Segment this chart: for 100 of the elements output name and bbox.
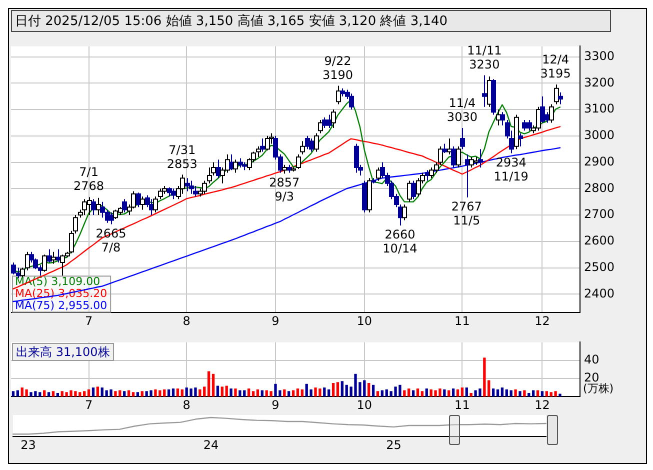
bar <box>443 389 446 397</box>
bar <box>470 392 472 397</box>
bar <box>167 389 170 397</box>
y-tick-label: 2600 <box>584 234 615 248</box>
bar <box>83 391 86 397</box>
annotation: 2767 11/5 <box>451 199 482 228</box>
bar <box>270 391 272 397</box>
bar <box>25 389 28 397</box>
bar <box>456 389 460 397</box>
y-tick-label: 3100 <box>584 102 615 116</box>
x-tick-label: 8 <box>182 398 190 412</box>
bar <box>514 389 517 397</box>
bar <box>545 391 548 397</box>
bar <box>558 394 562 397</box>
bar <box>56 392 60 397</box>
bar <box>252 391 255 397</box>
bar <box>238 390 242 397</box>
x-tick-label: 11 <box>454 398 470 412</box>
y-tick-label: 2900 <box>584 154 615 168</box>
bar <box>12 391 15 397</box>
bar <box>114 391 117 397</box>
bar <box>132 392 135 397</box>
bar <box>372 384 375 397</box>
bar <box>212 374 215 397</box>
chart-title: 出来高 31,100株 <box>12 343 114 362</box>
bar <box>523 390 526 397</box>
bar <box>296 388 300 397</box>
x-tick-label: 10 <box>356 314 372 328</box>
bar <box>256 389 260 397</box>
bar <box>420 391 424 397</box>
bar <box>323 388 326 397</box>
annotation: 7/31 2853 <box>166 142 198 171</box>
x-tick-label: 12 <box>534 314 550 328</box>
bar <box>483 358 486 397</box>
x-tick-label: 25 <box>386 438 402 452</box>
y-tick-label: 2500 <box>584 260 615 274</box>
bar <box>230 388 232 397</box>
annotation: 2660 10/14 <box>382 228 418 256</box>
series-label: MA(75) 2,955.00 <box>15 298 108 312</box>
bar <box>300 389 304 397</box>
annotation: 11/11 3230 <box>467 43 502 72</box>
y-tick-label: 2700 <box>584 207 615 222</box>
bar <box>288 391 290 397</box>
bar <box>328 389 330 397</box>
bar <box>47 392 50 397</box>
bar <box>518 391 522 397</box>
y-tick-label: 3200 <box>584 75 615 90</box>
bar <box>52 391 55 397</box>
bar <box>87 389 90 397</box>
bar <box>140 391 144 397</box>
bar <box>492 388 495 397</box>
y-tick-label: 2800 <box>584 180 615 195</box>
bar <box>505 389 508 397</box>
bar <box>425 388 428 397</box>
annotation: 7/1 2768 <box>74 165 104 194</box>
bar <box>452 388 455 397</box>
x-tick-label: 9 <box>272 398 280 412</box>
bar <box>554 391 557 397</box>
annotation: 9/22 3190 <box>322 54 354 82</box>
y-tick-label: 2400 <box>584 286 615 300</box>
bar <box>225 386 228 397</box>
bar <box>216 386 220 397</box>
y-tick-label: 3300 <box>584 48 615 63</box>
annotation: 12/4 3195 <box>540 52 571 81</box>
bar <box>416 388 420 397</box>
x-tick-label: 9 <box>272 314 280 328</box>
chart-title: 日付 2025/12/05 15:06 始値 3,150 高値 3,165 安値 3,120 終値 3,140 <box>11 10 611 32</box>
x-tick-label: 7 <box>84 398 93 412</box>
x-tick-label: 12 <box>534 398 550 412</box>
x-tick-label: 10 <box>356 398 372 412</box>
x-tick-label: 11 <box>454 314 470 328</box>
bar <box>198 389 202 397</box>
x-tick-label: 8 <box>182 314 190 328</box>
annotation: 2934 11/19 <box>494 155 528 184</box>
bar <box>123 391 126 397</box>
x-tick-label: 24 <box>203 438 219 452</box>
bar <box>540 391 544 397</box>
bar <box>500 388 504 397</box>
bar <box>136 392 140 397</box>
bar <box>460 388 464 397</box>
bar <box>234 388 237 397</box>
bar <box>92 388 95 397</box>
y-tick-label: 3000 <box>584 128 615 142</box>
bar <box>528 392 530 397</box>
bar <box>376 391 380 397</box>
y-tick-label: 40 <box>584 352 600 366</box>
bar <box>332 383 335 397</box>
bar <box>496 389 500 397</box>
bar <box>247 388 250 397</box>
bar <box>465 388 468 397</box>
bar <box>172 388 175 397</box>
bar <box>176 388 180 397</box>
x-tick-label: 23 <box>20 438 36 452</box>
bar <box>283 389 286 397</box>
annotation: 2857 9/3 <box>269 176 300 204</box>
bar <box>340 381 344 397</box>
annotation: 11/4 3030 <box>446 96 478 124</box>
bar <box>220 386 224 397</box>
bar <box>336 382 340 397</box>
bar <box>207 371 210 397</box>
